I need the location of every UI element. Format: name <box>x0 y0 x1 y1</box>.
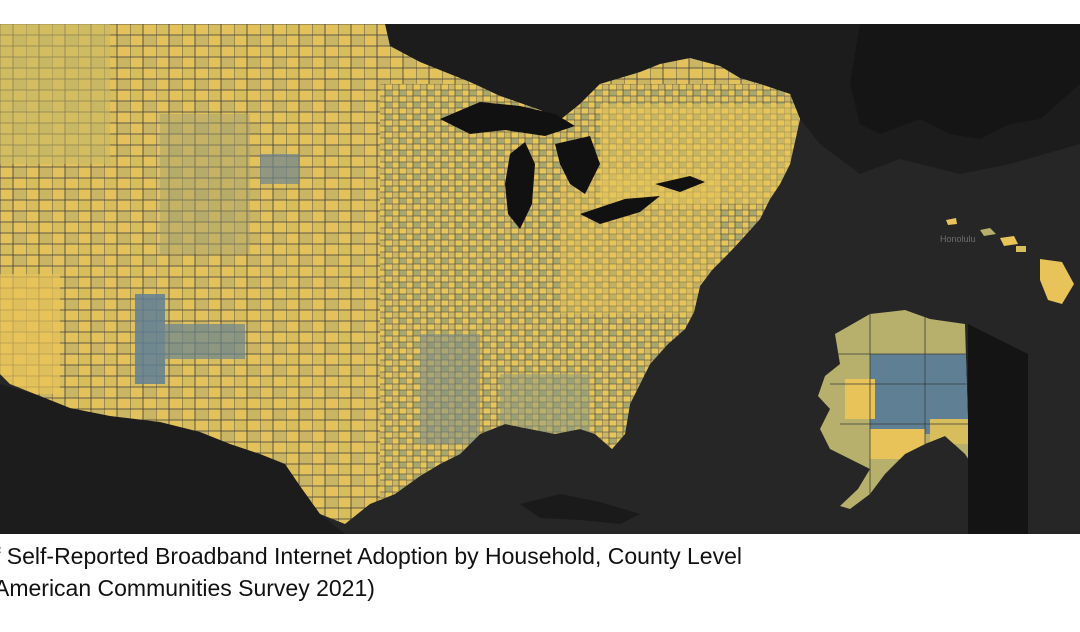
broadband-choropleth-map[interactable]: Honolulu <box>0 24 1080 534</box>
figure-caption: f Self-Reported Broadband Internet Adopt… <box>0 540 1080 604</box>
caption-line-1: f Self-Reported Broadband Internet Adopt… <box>0 543 742 569</box>
canada-yukon-border <box>968 324 1028 534</box>
mexico-landmass <box>0 384 345 534</box>
lake-superior <box>440 102 575 136</box>
map-canvas: Honolulu <box>0 24 1080 534</box>
hawaii-islands <box>946 218 1074 304</box>
lake-huron <box>555 136 600 194</box>
lake-ontario <box>655 176 705 192</box>
cuba-landmass <box>520 494 640 524</box>
lake-erie <box>580 196 660 224</box>
city-label-honolulu: Honolulu <box>940 234 976 244</box>
caption-line-2: American Communities Survey 2021) <box>0 575 375 601</box>
quebec-landmass <box>850 24 1080 139</box>
lake-michigan <box>505 142 535 229</box>
